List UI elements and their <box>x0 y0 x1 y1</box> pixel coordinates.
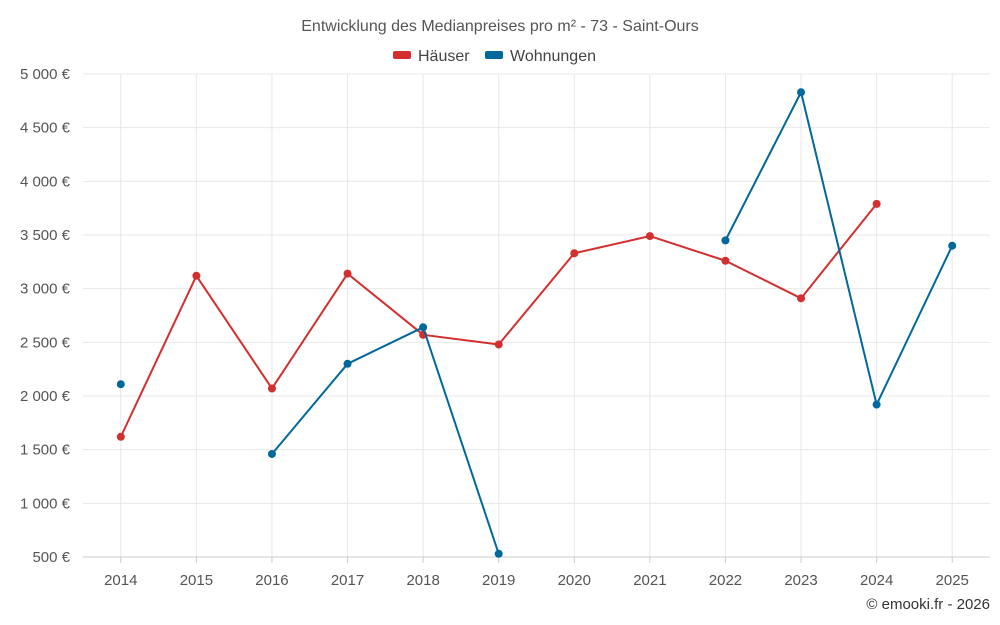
x-tick-label: 2025 <box>936 572 969 589</box>
y-tick-label: 500 € <box>32 549 70 566</box>
grid <box>83 73 990 558</box>
data-point-haeuser[interactable] <box>872 199 881 208</box>
data-point-wohnungen[interactable] <box>267 449 276 458</box>
legend-label-haeuser: Häuser <box>418 48 470 65</box>
y-tick-label: 5 000 € <box>20 66 71 83</box>
y-tick-label: 2 500 € <box>20 334 71 351</box>
chart-title: Entwicklung des Medianpreises pro m² - 7… <box>301 18 699 35</box>
data-point-haeuser[interactable] <box>192 271 201 280</box>
y-tick-label: 4 500 € <box>20 120 71 137</box>
x-tick-label: 2022 <box>709 572 742 589</box>
legend-label-wohnungen: Wohnungen <box>510 48 596 65</box>
data-point-haeuser[interactable] <box>267 384 276 393</box>
data-point-haeuser[interactable] <box>494 340 503 349</box>
series-line-wohnungen <box>724 91 954 406</box>
x-tick-label: 2014 <box>104 572 137 589</box>
data-point-wohnungen[interactable] <box>948 241 957 250</box>
legend: Häuser Wohnungen <box>393 48 596 65</box>
data-point-haeuser[interactable] <box>343 269 352 278</box>
y-tick-label: 2 000 € <box>20 388 71 405</box>
data-point-wohnungen[interactable] <box>872 400 881 409</box>
data-point-haeuser[interactable] <box>797 294 806 303</box>
legend-swatch-wohnungen <box>485 51 503 59</box>
data-point-wohnungen[interactable] <box>419 323 428 332</box>
legend-item-wohnungen[interactable]: Wohnungen <box>485 48 596 65</box>
y-tick-label: 3 500 € <box>20 227 71 244</box>
data-point-wohnungen[interactable] <box>343 359 352 368</box>
data-point-wohnungen[interactable] <box>116 380 125 389</box>
series-wohnungen <box>116 88 957 558</box>
x-tick-label: 2021 <box>633 572 666 589</box>
x-axis-ticks: 2014 2015 2016 2017 2018 2019 2020 2021 2022 2023… <box>83 556 990 589</box>
data-point-haeuser[interactable] <box>721 256 730 265</box>
data-point-wohnungen[interactable] <box>797 88 806 97</box>
data-point-haeuser[interactable] <box>116 432 125 441</box>
credit-text: © emooki.fr - 2026 <box>866 596 990 613</box>
series-line-wohnungen <box>271 326 500 555</box>
y-tick-label: 1 500 € <box>20 442 71 459</box>
y-axis-ticks: 500 € 1 000 € 1 500 € 2 000 € 2 500 € 3 000 €… <box>20 66 71 566</box>
y-tick-label: 4 000 € <box>20 173 71 190</box>
data-point-wohnungen[interactable] <box>494 549 503 558</box>
x-tick-label: 2018 <box>406 572 439 589</box>
x-tick-label: 2016 <box>255 572 288 589</box>
x-tick-label: 2024 <box>860 572 893 589</box>
y-tick-label: 3 000 € <box>20 281 71 298</box>
x-tick-label: 2020 <box>558 572 591 589</box>
x-tick-label: 2017 <box>331 572 364 589</box>
series-haeuser <box>116 199 881 441</box>
y-tick-label: 1 000 € <box>20 495 71 512</box>
series <box>116 88 957 558</box>
x-tick-label: 2019 <box>482 572 515 589</box>
data-point-haeuser[interactable] <box>570 249 579 258</box>
data-point-wohnungen[interactable] <box>721 236 730 245</box>
x-tick-label: 2023 <box>784 572 817 589</box>
data-point-haeuser[interactable] <box>645 232 654 241</box>
x-tick-label: 2015 <box>180 572 213 589</box>
legend-item-haeuser[interactable]: Häuser <box>393 48 470 65</box>
legend-swatch-haeuser <box>393 51 411 59</box>
